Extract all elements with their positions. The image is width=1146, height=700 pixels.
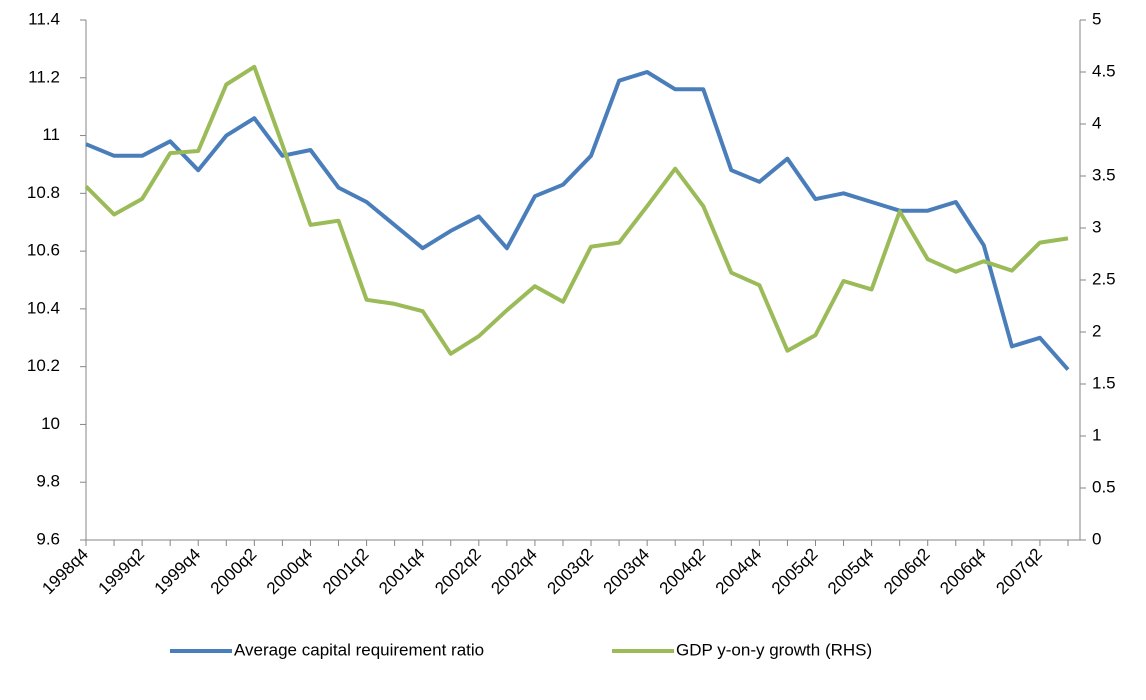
series-line	[84, 64, 1069, 356]
y2-tick-label: 3	[1092, 217, 1101, 236]
y2-tick-label: 0.5	[1092, 477, 1116, 496]
series-line	[85, 70, 1070, 371]
y-tick-label: 10.2	[27, 356, 60, 375]
x-tick-label: 2002q4	[487, 545, 541, 599]
x-tick-label: 2003q4	[600, 545, 654, 599]
x-tick-label: 2005q2	[768, 545, 822, 599]
y-tick-label: 11	[42, 125, 60, 144]
y2-tick-label: 2.5	[1092, 269, 1116, 288]
x-tick-label: 2007q2	[992, 545, 1046, 599]
legend-label: GDP y-on-y growth (RHS)	[676, 640, 872, 659]
y-tick-label: 10.8	[27, 183, 60, 202]
x-tick-label: 2005q4	[824, 545, 878, 599]
x-tick-label: 2001q4	[375, 545, 429, 599]
x-tick-label: 1998q4	[38, 545, 92, 599]
y-tick-label: 11.2	[28, 67, 60, 86]
y-tick-label: 11.4	[28, 9, 60, 28]
y2-tick-label: 3.5	[1092, 165, 1116, 184]
x-tick-label: 2000q4	[263, 545, 317, 599]
x-tick-label: 2006q4	[936, 545, 990, 599]
y2-tick-label: 5	[1092, 9, 1101, 28]
x-tick-label: 2004q4	[712, 545, 766, 599]
y2-tick-label: 2	[1092, 321, 1101, 340]
legend-label: Average capital requirement ratio	[234, 640, 484, 659]
y2-tick-label: 4	[1092, 113, 1101, 132]
y-tick-label: 10.6	[27, 241, 60, 260]
y-tick-label: 9.6	[36, 529, 60, 548]
x-tick-label: 1999q4	[151, 545, 205, 599]
x-tick-label: 1999q2	[95, 545, 149, 599]
y2-tick-label: 0	[1092, 529, 1101, 548]
x-tick-label: 2006q2	[880, 545, 934, 599]
y2-tick-label: 1.5	[1092, 373, 1116, 392]
x-tick-label: 2001q2	[319, 545, 373, 599]
x-tick-label: 2002q2	[431, 545, 485, 599]
y-tick-label: 9.8	[36, 472, 60, 491]
y2-tick-label: 4.5	[1092, 61, 1116, 80]
y2-tick-label: 1	[1092, 425, 1101, 444]
x-tick-label: 2000q2	[207, 545, 261, 599]
y-tick-label: 10	[41, 414, 60, 433]
y-tick-label: 10.4	[27, 298, 60, 317]
x-tick-label: 2003q2	[543, 545, 597, 599]
x-tick-label: 2004q2	[656, 545, 710, 599]
